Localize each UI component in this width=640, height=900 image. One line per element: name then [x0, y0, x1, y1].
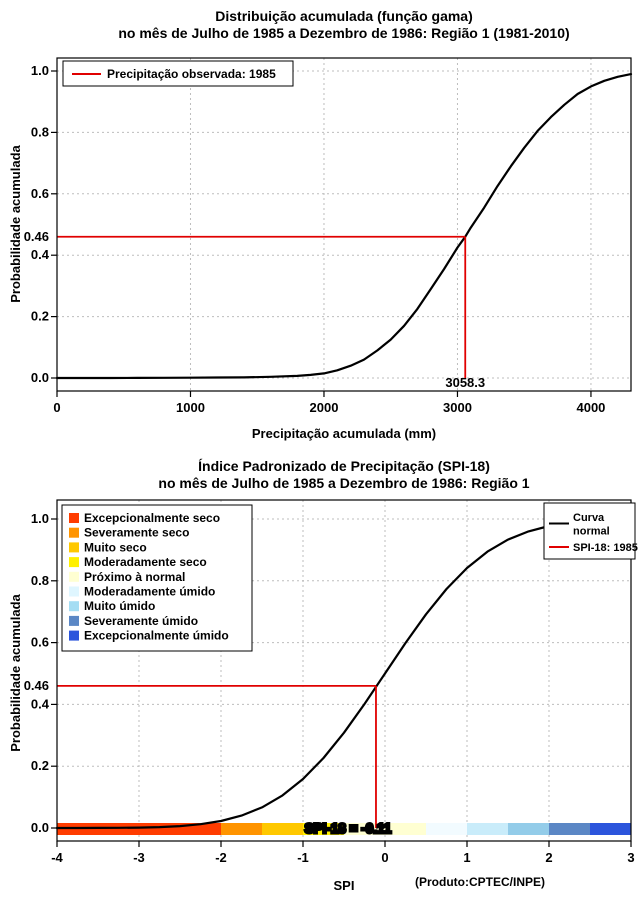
y-tick-label: 0.0 — [31, 820, 49, 835]
plot-border — [56, 57, 632, 392]
y-tick-label: 0.8 — [31, 124, 49, 139]
x-tick-label: 1000 — [176, 400, 205, 415]
spi-bar-segment — [262, 823, 303, 835]
gamma-cdf-curve — [55, 72, 633, 380]
x-tick-label: 3000 — [443, 400, 472, 415]
crosshair-y-value: 0.46 — [24, 678, 49, 693]
crosshair-x-value: 3058.3 — [445, 375, 485, 390]
crosshair-y-value: 0.46 — [24, 229, 49, 244]
category-label: Severamente úmido — [84, 614, 198, 628]
spi-bar-segment — [303, 823, 344, 835]
chart2-subtitle: no mês de Julho de 1985 a Dezembro de 19… — [158, 475, 530, 491]
spi-bar-segment — [344, 823, 426, 835]
crosshair — [57, 235, 467, 378]
y-tick-label: 0.8 — [31, 573, 49, 588]
legend-box — [62, 60, 294, 87]
category-label: Excepcionalmente úmido — [84, 629, 229, 643]
category-swatch — [69, 571, 79, 582]
chart1-subtitle: no mês de Julho de 1985 a Dezembro de 19… — [118, 25, 570, 41]
axis-ticks — [51, 518, 632, 847]
chart1-title: Distribuição acumulada (função gama) — [215, 8, 473, 24]
chart2-title: Índice Padronizado de Precipitação (SPI-… — [198, 458, 490, 474]
x-tick-label: 3 — [627, 850, 634, 865]
category-label: Severamente seco — [84, 526, 189, 540]
category-label: Moderadamente seco — [84, 555, 207, 569]
category-swatch — [69, 615, 79, 626]
x-tick-label: -2 — [215, 850, 227, 865]
y-tick-label: 0.4 — [31, 247, 50, 262]
legend-label: Curva — [573, 512, 605, 524]
spi-category-bar — [57, 823, 631, 835]
category-swatch — [69, 557, 79, 568]
spi-bar-segment — [508, 823, 549, 835]
crosshair-spi-label: SPI-18 = -0.11 — [305, 821, 392, 836]
x-tick-label: 4000 — [576, 400, 605, 415]
category-label: Muito seco — [84, 540, 147, 554]
x-tick-label: -4 — [51, 850, 63, 865]
chart2-title-block: Índice Padronizado de Precipitação (SPI-… — [57, 458, 631, 492]
plot-border — [56, 499, 632, 842]
category-swatch — [69, 601, 79, 612]
x-tick-label: 0 — [53, 400, 60, 415]
spi-bar-segment — [467, 823, 508, 835]
x-tick-label: -1 — [297, 850, 309, 865]
chart1-x-axis-title: Precipitação acumulada (mm) — [251, 426, 437, 441]
legend-label: SPI-18: 1985 — [573, 542, 638, 554]
category-swatch — [69, 513, 79, 523]
gamma-cdf-chart-canvas: 0 1000 2000 3000 4000 0.0 0.2 0.4 0.6 0.8 1.0 0.46 3… — [23, 57, 633, 415]
y-tick-label: 0.2 — [31, 758, 49, 773]
legend-label: normal — [573, 526, 610, 538]
legend-box — [543, 502, 636, 560]
plot-area — [57, 58, 631, 391]
product-credit: (Produto:CPTEC/INPE) — [415, 875, 545, 889]
category-swatch — [69, 630, 79, 641]
y-tick-label: 0.2 — [31, 309, 49, 324]
x-tick-label: 2000 — [310, 400, 339, 415]
spi-bar-segment — [590, 823, 631, 835]
axis-ticks — [51, 70, 592, 397]
y-tick-label: 1.0 — [31, 511, 49, 526]
chart1-y-axis-title: Probabilidade acumulada — [8, 145, 23, 303]
chart2-y-axis-title: Probabilidade acumulada — [8, 594, 23, 752]
gamma-cdf-figure: 0 1000 2000 3000 4000 0.0 0.2 0.4 0.6 0.8 1.0 0.46 3… — [8, 8, 633, 441]
y-tick-label: 0.6 — [31, 635, 49, 650]
chart2-x-axis-title: SPI — [333, 878, 355, 893]
category-swatch — [69, 542, 79, 553]
category-label: Muito úmido — [84, 599, 155, 613]
spi-bar-segment — [221, 823, 262, 835]
normal-cdf-curve — [55, 518, 633, 830]
category-label: Próximo à normal — [84, 570, 185, 584]
category-legend-box — [61, 504, 253, 652]
category-swatch — [69, 586, 79, 597]
category-label: Excepcionalmente seco — [84, 511, 220, 525]
x-tick-label: 2 — [545, 850, 552, 865]
spi-cdf-figure: -4 -3 -2 -1 0 1 2 3 0.0 0.2 0.4 0.6 0.8 1.0 0.46 SPI-18… — [0, 450, 640, 900]
x-tick-label: 0 — [381, 850, 388, 865]
y-tick-label: 1.0 — [31, 63, 49, 78]
crosshair — [57, 684, 377, 828]
y-tick-label: 0.4 — [31, 696, 50, 711]
chart1-title-block: Distribuição acumulada (função gama) no … — [57, 8, 631, 42]
category-label: Moderadamente úmido — [84, 585, 215, 599]
x-tick-label: 1 — [463, 850, 470, 865]
spi-bar-segment — [549, 823, 590, 835]
category-swatch — [69, 527, 79, 538]
y-tick-label: 0.6 — [31, 186, 49, 201]
legend-label: Precipitação observada: 1985 — [107, 67, 276, 81]
x-tick-label: -3 — [133, 850, 145, 865]
y-tick-label: 0.0 — [31, 370, 49, 385]
spi-bar-segment — [426, 823, 467, 835]
spi-chart-canvas: -4 -3 -2 -1 0 1 2 3 0.0 0.2 0.4 0.6 0.8 1.0 0.46 SPI-18… — [0, 450, 640, 900]
